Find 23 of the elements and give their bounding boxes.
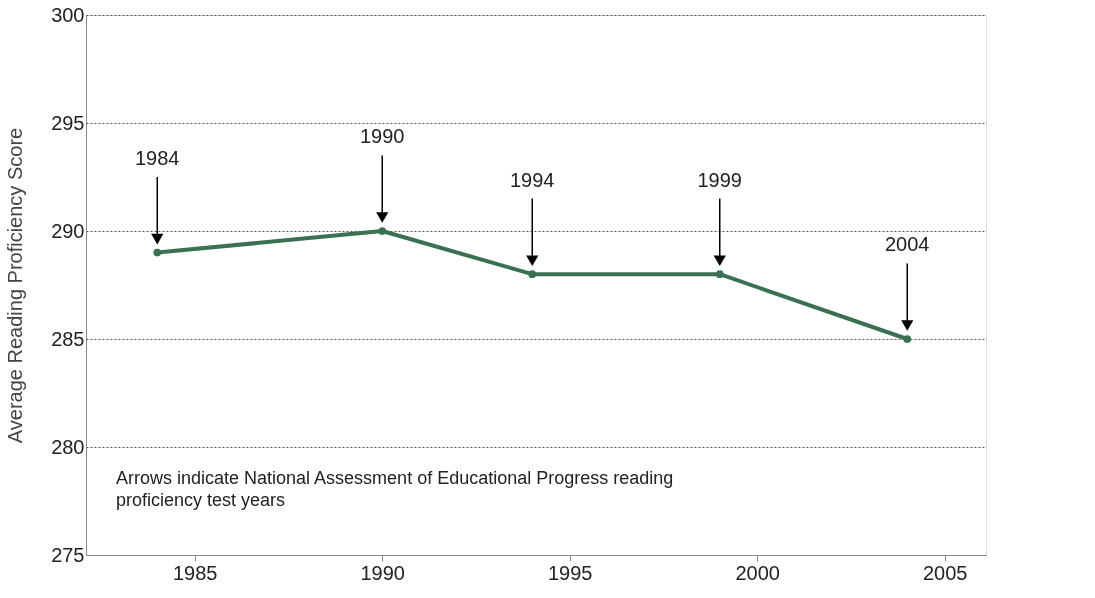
y-tick-label: 285 (51, 327, 85, 350)
annotation: 1999 (697, 168, 742, 191)
annotation: 1994 (510, 168, 555, 191)
point (715, 270, 724, 279)
point (903, 335, 912, 343)
y-tick-label: 280 (51, 435, 85, 458)
annotation: 1990 (360, 125, 405, 148)
x-tick-label: 2005 (923, 561, 968, 584)
x-tick-label: 1990 (360, 561, 405, 584)
y-tick-label: 275 (51, 543, 85, 566)
y-tick-label: 295 (51, 111, 85, 134)
point (153, 248, 162, 257)
y-axis-title: Average Reading Proficiency Score (4, 127, 27, 444)
point (528, 270, 537, 279)
annotation: 1984 (135, 146, 180, 169)
x-tick-label: 1985 (173, 561, 218, 584)
x-tick-label: 1995 (548, 561, 593, 584)
x-tick-label: 2000 (735, 561, 780, 584)
annotation: Arrows indicate National Assessment of Educational Progress reading proficiency test years (116, 468, 674, 510)
point (378, 227, 387, 235)
annotation: 2004 (885, 233, 930, 256)
y-tick-label: 290 (51, 219, 85, 242)
y-tick-label: 300 (51, 3, 85, 26)
